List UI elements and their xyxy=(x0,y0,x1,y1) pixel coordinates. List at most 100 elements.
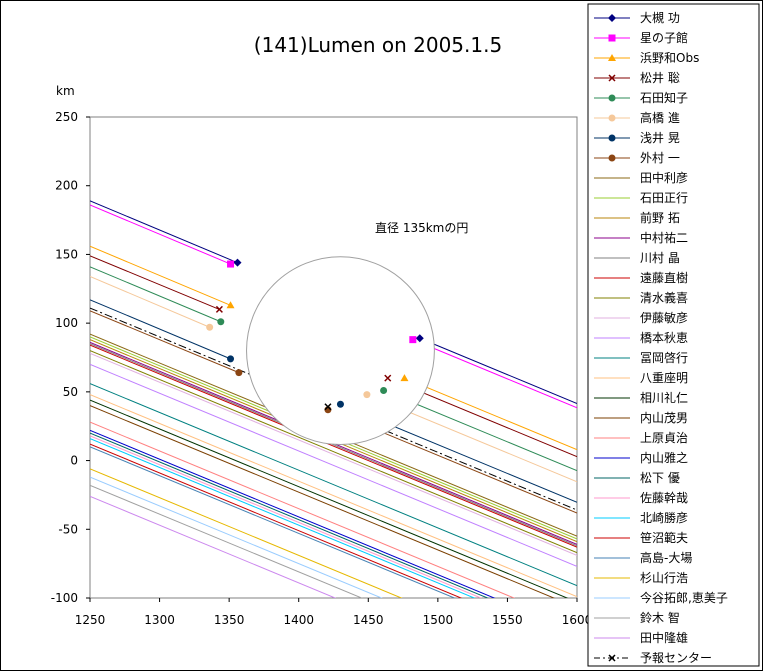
y-axis-label: km xyxy=(56,84,75,98)
legend-label-12: 川村 晶 xyxy=(640,251,680,265)
series-line-b-1 xyxy=(412,339,577,409)
series-line-13 xyxy=(90,344,577,548)
series-line-20 xyxy=(90,405,556,598)
x-tick-label-1350: 1350 xyxy=(214,613,245,627)
series-marker-b-5 xyxy=(363,391,371,399)
series-marker-0 xyxy=(233,258,242,267)
series-line-5 xyxy=(90,275,210,328)
legend-label-3: 松井 聡 xyxy=(640,71,680,85)
series-line-25 xyxy=(90,438,476,598)
legend-marker-4 xyxy=(608,94,616,102)
series-marker-b-4 xyxy=(380,386,388,394)
legend-label-21: 上原貞治 xyxy=(640,431,688,445)
series-line-23 xyxy=(90,432,489,598)
series-line-2 xyxy=(90,245,231,306)
legend-label-24: 佐藤幹哉 xyxy=(640,490,688,505)
legend-label-15: 伊藤敏彦 xyxy=(640,310,688,325)
legend-marker-32 xyxy=(608,654,616,662)
legend-label-1: 星の子館 xyxy=(640,30,688,45)
legend-label-25: 北崎勝彦 xyxy=(640,510,688,525)
legend-marker-2 xyxy=(608,54,616,61)
legend-label-0: 大槻 功 xyxy=(640,10,680,25)
series-marker-b-0 xyxy=(415,334,424,343)
series-line-15 xyxy=(90,352,577,556)
legend-label-23: 松下 優 xyxy=(640,471,680,485)
y-tick-label--100: -100 xyxy=(51,591,78,605)
series-marker-5 xyxy=(206,323,214,331)
series-line-22 xyxy=(90,429,496,598)
series-line-24 xyxy=(90,435,483,598)
series-marker-4 xyxy=(217,318,225,326)
chart-title: (141)Lumen on 2005.1.5 xyxy=(254,33,502,57)
legend-label-19: 相川礼仁 xyxy=(640,390,688,405)
legend-label-16: 橋本秋恵 xyxy=(640,331,688,345)
series-line-3 xyxy=(90,255,220,310)
legend-label-7: 外村 一 xyxy=(640,151,680,165)
legend-marker-3 xyxy=(608,74,616,82)
legend-label-4: 石田知子 xyxy=(640,91,688,105)
legend-marker-1 xyxy=(608,34,616,42)
legend-label-13: 遠藤直樹 xyxy=(640,271,688,285)
legend-label-18: 八重座明 xyxy=(640,370,688,385)
circle-layer xyxy=(246,256,435,446)
diameter-circle xyxy=(246,256,435,446)
series-line-b-0 xyxy=(419,337,577,404)
y-tick-label-0: 0 xyxy=(70,454,78,468)
legend-label-14: 清水義喜 xyxy=(640,290,688,305)
legend-label-22: 内山雅之 xyxy=(640,450,688,465)
x-tick-label-1500: 1500 xyxy=(423,613,454,627)
legend-box xyxy=(587,3,760,667)
legend-label-17: 冨岡啓行 xyxy=(640,350,688,365)
series-line-27 xyxy=(90,446,456,598)
series-marker-3 xyxy=(215,305,223,313)
series-line-14 xyxy=(90,350,577,554)
legend-label-26: 笹沼範夫 xyxy=(640,530,688,545)
series-line-b-2 xyxy=(404,377,577,451)
axes: 1250 1300 1350 1400 1450 1500 1550 160025020015… xyxy=(51,110,593,627)
series-marker-b-1 xyxy=(409,336,417,344)
series-line-19 xyxy=(90,399,569,598)
legend-label-11: 中村祐二 xyxy=(640,230,688,245)
series-marker-1 xyxy=(227,260,235,268)
x-tick-label-1600: 1600 xyxy=(562,613,593,627)
series-line-28 xyxy=(90,468,403,598)
series-line-17 xyxy=(90,383,577,587)
y-tick-label-50: 50 xyxy=(63,385,78,399)
series-line-4 xyxy=(90,266,221,323)
series-marker-6 xyxy=(227,355,235,363)
y-tick-label-150: 150 xyxy=(55,247,78,261)
circle-annotation: 直径 135kmの円 xyxy=(375,221,468,235)
legend-label-27: 高島-大場 xyxy=(640,550,692,565)
series-lines xyxy=(90,200,577,598)
series-line-30 xyxy=(90,484,363,598)
series-line-0 xyxy=(90,200,238,264)
legend-marker-5 xyxy=(608,114,616,122)
series-marker-b-6 xyxy=(336,400,344,408)
y-tick-label-250: 250 xyxy=(55,110,78,124)
legend-label-32: 予報センター xyxy=(640,651,712,665)
prediction-marker xyxy=(324,403,332,411)
legend-label-9: 石田正行 xyxy=(640,191,688,205)
legend-label-10: 前野 拓 xyxy=(640,210,680,225)
legend-marker-7 xyxy=(608,154,616,162)
legend-label-5: 高橋 進 xyxy=(640,110,680,125)
legend-marker-0 xyxy=(608,14,616,22)
legend-label-28: 杉山行浩 xyxy=(640,571,688,585)
legend-label-8: 田中利彦 xyxy=(640,170,688,185)
x-tick-label-1450: 1450 xyxy=(353,613,384,627)
x-tick-label-1250: 1250 xyxy=(75,613,106,627)
y-tick-label-200: 200 xyxy=(55,179,78,193)
series-line-26 xyxy=(90,443,463,598)
series-line-16 xyxy=(90,363,577,567)
x-tick-label-1300: 1300 xyxy=(144,613,175,627)
legend-label-31: 田中隆雄 xyxy=(640,630,688,645)
x-tick-label-1400: 1400 xyxy=(283,613,314,627)
series-line-1 xyxy=(90,204,231,265)
legend-marker-6 xyxy=(608,134,616,142)
x-tick-label-1550: 1550 xyxy=(492,613,523,627)
series-line-7 xyxy=(90,310,240,374)
series-line-18 xyxy=(90,394,577,598)
y-tick-label--50: -50 xyxy=(58,522,78,536)
